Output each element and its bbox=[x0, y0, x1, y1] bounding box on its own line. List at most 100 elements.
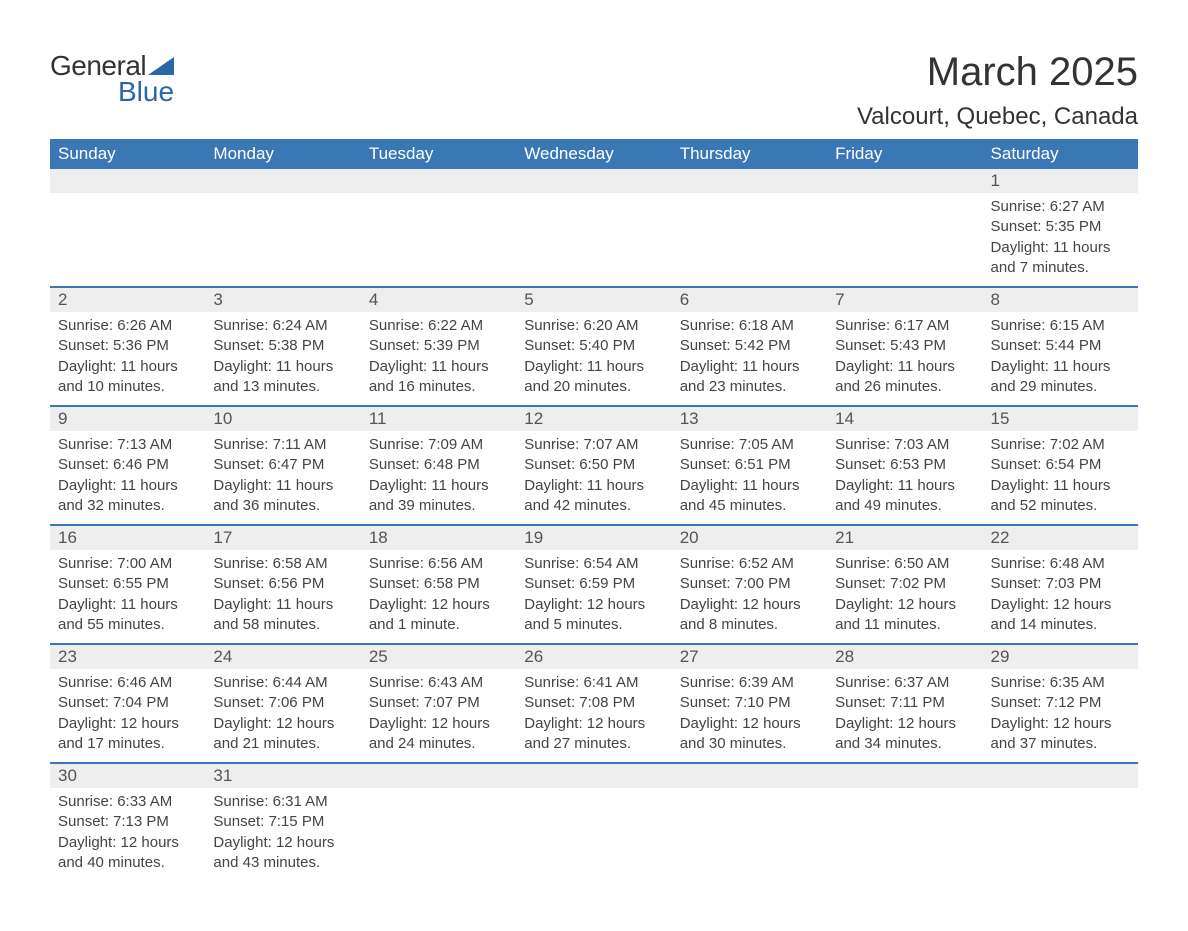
weekday-header: Thursday bbox=[672, 139, 827, 169]
calendar-day-cell: 30Sunrise: 6:33 AMSunset: 7:13 PMDayligh… bbox=[50, 763, 205, 881]
day-number: 23 bbox=[50, 645, 205, 669]
sunset-text: Sunset: 6:46 PM bbox=[58, 455, 197, 475]
sunrise-text: Sunrise: 6:52 AM bbox=[680, 554, 819, 574]
daylight-text: Daylight: 12 hours and 27 minutes. bbox=[524, 714, 663, 755]
sunset-text: Sunset: 7:10 PM bbox=[680, 693, 819, 713]
calendar-day-cell: 29Sunrise: 6:35 AMSunset: 7:12 PMDayligh… bbox=[983, 644, 1138, 763]
calendar-empty-cell bbox=[672, 763, 827, 881]
day-number bbox=[672, 764, 827, 788]
day-number: 30 bbox=[50, 764, 205, 788]
sunset-text: Sunset: 6:59 PM bbox=[524, 574, 663, 594]
calendar-week-row: 1Sunrise: 6:27 AMSunset: 5:35 PMDaylight… bbox=[50, 169, 1138, 287]
calendar-day-cell: 28Sunrise: 6:37 AMSunset: 7:11 PMDayligh… bbox=[827, 644, 982, 763]
sunset-text: Sunset: 6:55 PM bbox=[58, 574, 197, 594]
day-number bbox=[516, 169, 671, 193]
daylight-text: Daylight: 12 hours and 43 minutes. bbox=[213, 833, 352, 874]
day-details: Sunrise: 6:54 AMSunset: 6:59 PMDaylight:… bbox=[516, 550, 671, 643]
day-details: Sunrise: 6:33 AMSunset: 7:13 PMDaylight:… bbox=[50, 788, 205, 881]
calendar-day-cell: 22Sunrise: 6:48 AMSunset: 7:03 PMDayligh… bbox=[983, 525, 1138, 644]
day-details: Sunrise: 6:26 AMSunset: 5:36 PMDaylight:… bbox=[50, 312, 205, 405]
sunset-text: Sunset: 6:53 PM bbox=[835, 455, 974, 475]
daylight-text: Daylight: 12 hours and 14 minutes. bbox=[991, 595, 1130, 636]
day-number: 10 bbox=[205, 407, 360, 431]
month-title: March 2025 bbox=[857, 50, 1138, 95]
sunrise-text: Sunrise: 6:15 AM bbox=[991, 316, 1130, 336]
day-details: Sunrise: 6:27 AMSunset: 5:35 PMDaylight:… bbox=[983, 193, 1138, 286]
day-details: Sunrise: 6:39 AMSunset: 7:10 PMDaylight:… bbox=[672, 669, 827, 762]
sunrise-text: Sunrise: 6:41 AM bbox=[524, 673, 663, 693]
calendar-day-cell: 13Sunrise: 7:05 AMSunset: 6:51 PMDayligh… bbox=[672, 406, 827, 525]
sunset-text: Sunset: 7:02 PM bbox=[835, 574, 974, 594]
sunset-text: Sunset: 7:11 PM bbox=[835, 693, 974, 713]
day-number: 28 bbox=[827, 645, 982, 669]
sunset-text: Sunset: 5:36 PM bbox=[58, 336, 197, 356]
day-number: 26 bbox=[516, 645, 671, 669]
weekday-header: Tuesday bbox=[361, 139, 516, 169]
sunset-text: Sunset: 6:56 PM bbox=[213, 574, 352, 594]
day-number: 13 bbox=[672, 407, 827, 431]
day-details: Sunrise: 6:46 AMSunset: 7:04 PMDaylight:… bbox=[50, 669, 205, 762]
calendar-body: 1Sunrise: 6:27 AMSunset: 5:35 PMDaylight… bbox=[50, 169, 1138, 881]
calendar-empty-cell bbox=[361, 763, 516, 881]
calendar-day-cell: 9Sunrise: 7:13 AMSunset: 6:46 PMDaylight… bbox=[50, 406, 205, 525]
day-number: 19 bbox=[516, 526, 671, 550]
daylight-text: Daylight: 11 hours and 7 minutes. bbox=[991, 238, 1130, 279]
day-number: 11 bbox=[361, 407, 516, 431]
sunrise-text: Sunrise: 6:27 AM bbox=[991, 197, 1130, 217]
day-number bbox=[361, 169, 516, 193]
calendar-table: SundayMondayTuesdayWednesdayThursdayFrid… bbox=[50, 139, 1138, 881]
sunrise-text: Sunrise: 6:24 AM bbox=[213, 316, 352, 336]
sunrise-text: Sunrise: 6:46 AM bbox=[58, 673, 197, 693]
day-number: 3 bbox=[205, 288, 360, 312]
sunset-text: Sunset: 7:06 PM bbox=[213, 693, 352, 713]
day-details: Sunrise: 7:03 AMSunset: 6:53 PMDaylight:… bbox=[827, 431, 982, 524]
daylight-text: Daylight: 11 hours and 32 minutes. bbox=[58, 476, 197, 517]
weekday-header: Saturday bbox=[983, 139, 1138, 169]
calendar-day-cell: 17Sunrise: 6:58 AMSunset: 6:56 PMDayligh… bbox=[205, 525, 360, 644]
daylight-text: Daylight: 11 hours and 16 minutes. bbox=[369, 357, 508, 398]
sunset-text: Sunset: 7:03 PM bbox=[991, 574, 1130, 594]
day-number bbox=[516, 764, 671, 788]
calendar-day-cell: 19Sunrise: 6:54 AMSunset: 6:59 PMDayligh… bbox=[516, 525, 671, 644]
sunrise-text: Sunrise: 6:37 AM bbox=[835, 673, 974, 693]
day-number bbox=[205, 169, 360, 193]
calendar-day-cell: 21Sunrise: 6:50 AMSunset: 7:02 PMDayligh… bbox=[827, 525, 982, 644]
day-details: Sunrise: 6:17 AMSunset: 5:43 PMDaylight:… bbox=[827, 312, 982, 405]
day-details: Sunrise: 6:22 AMSunset: 5:39 PMDaylight:… bbox=[361, 312, 516, 405]
day-details: Sunrise: 6:44 AMSunset: 7:06 PMDaylight:… bbox=[205, 669, 360, 762]
day-number: 16 bbox=[50, 526, 205, 550]
sunset-text: Sunset: 7:04 PM bbox=[58, 693, 197, 713]
day-number: 8 bbox=[983, 288, 1138, 312]
sunrise-text: Sunrise: 6:58 AM bbox=[213, 554, 352, 574]
calendar-day-cell: 27Sunrise: 6:39 AMSunset: 7:10 PMDayligh… bbox=[672, 644, 827, 763]
sunset-text: Sunset: 5:40 PM bbox=[524, 336, 663, 356]
day-details: Sunrise: 6:18 AMSunset: 5:42 PMDaylight:… bbox=[672, 312, 827, 405]
daylight-text: Daylight: 12 hours and 37 minutes. bbox=[991, 714, 1130, 755]
day-number: 12 bbox=[516, 407, 671, 431]
day-number: 14 bbox=[827, 407, 982, 431]
sunrise-text: Sunrise: 7:00 AM bbox=[58, 554, 197, 574]
daylight-text: Daylight: 11 hours and 13 minutes. bbox=[213, 357, 352, 398]
day-details: Sunrise: 6:20 AMSunset: 5:40 PMDaylight:… bbox=[516, 312, 671, 405]
daylight-text: Daylight: 12 hours and 8 minutes. bbox=[680, 595, 819, 636]
day-number: 25 bbox=[361, 645, 516, 669]
daylight-text: Daylight: 11 hours and 29 minutes. bbox=[991, 357, 1130, 398]
sunrise-text: Sunrise: 7:02 AM bbox=[991, 435, 1130, 455]
calendar-empty-cell bbox=[516, 763, 671, 881]
sunrise-text: Sunrise: 6:31 AM bbox=[213, 792, 352, 812]
sunrise-text: Sunrise: 6:17 AM bbox=[835, 316, 974, 336]
daylight-text: Daylight: 12 hours and 17 minutes. bbox=[58, 714, 197, 755]
logo: General Blue bbox=[50, 50, 174, 108]
sunset-text: Sunset: 5:44 PM bbox=[991, 336, 1130, 356]
calendar-week-row: 16 Sunrise: 7:00 AMSunset: 6:55 PM Dayligh… bbox=[50, 525, 1138, 644]
calendar-empty-cell bbox=[827, 169, 982, 287]
day-number: 4 bbox=[361, 288, 516, 312]
day-details: Sunrise: 6:35 AMSunset: 7:12 PMDaylight:… bbox=[983, 669, 1138, 762]
sunset-text: Sunset: 5:42 PM bbox=[680, 336, 819, 356]
day-number bbox=[361, 764, 516, 788]
logo-text-blue: Blue bbox=[118, 76, 174, 108]
day-details: Sunrise: 6:58 AMSunset: 6:56 PMDaylight:… bbox=[205, 550, 360, 643]
header: General Blue March 2025 Valcourt, Quebec… bbox=[50, 50, 1138, 131]
day-number: 24 bbox=[205, 645, 360, 669]
calendar-empty-cell bbox=[516, 169, 671, 287]
